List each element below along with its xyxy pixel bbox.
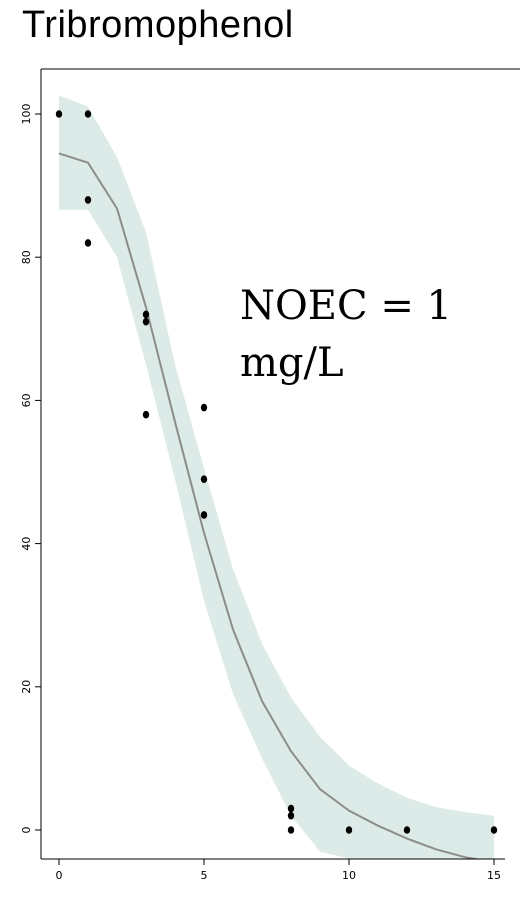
data-point — [84, 239, 92, 247]
data-point — [490, 826, 498, 834]
y-tick-label: 80 — [20, 250, 33, 264]
y-tick-label: 0 — [20, 827, 33, 834]
data-point — [55, 110, 63, 118]
y-tick-label: 20 — [20, 680, 33, 694]
y-tick-label: 100 — [20, 104, 33, 125]
data-points — [55, 110, 498, 834]
noec-annotation-line-2: mg/L — [240, 340, 344, 386]
data-point — [142, 410, 150, 419]
y-tick-label: 60 — [20, 393, 33, 407]
confidence-band-layer — [59, 95, 494, 859]
x-tick-label: 10 — [342, 869, 356, 882]
data-point — [200, 511, 208, 519]
noec-annotation-line-1: NOEC = 1 — [240, 283, 452, 329]
x-tick-label: 0 — [56, 869, 63, 882]
fit-curve — [58, 152, 482, 859]
data-point — [287, 811, 295, 820]
confidence-band — [59, 95, 494, 859]
data-point — [142, 317, 150, 326]
data-point — [200, 403, 208, 412]
fit-line-layer — [58, 152, 482, 859]
data-point — [200, 475, 208, 483]
data-point — [84, 110, 92, 118]
axes: 0 5 10 15 0 20 40 60 80 100 — [20, 104, 501, 883]
y-tick-label: 40 — [20, 537, 33, 551]
data-point — [345, 826, 353, 834]
data-point — [142, 310, 150, 319]
chart-title: Tribromophenol — [22, 4, 294, 46]
data-point — [84, 196, 92, 204]
plot-frame — [40, 68, 520, 860]
x-tick-label: 15 — [487, 869, 501, 882]
data-point — [403, 826, 411, 834]
data-point — [287, 804, 295, 813]
x-tick-label: 5 — [201, 869, 208, 882]
data-point — [287, 826, 295, 834]
